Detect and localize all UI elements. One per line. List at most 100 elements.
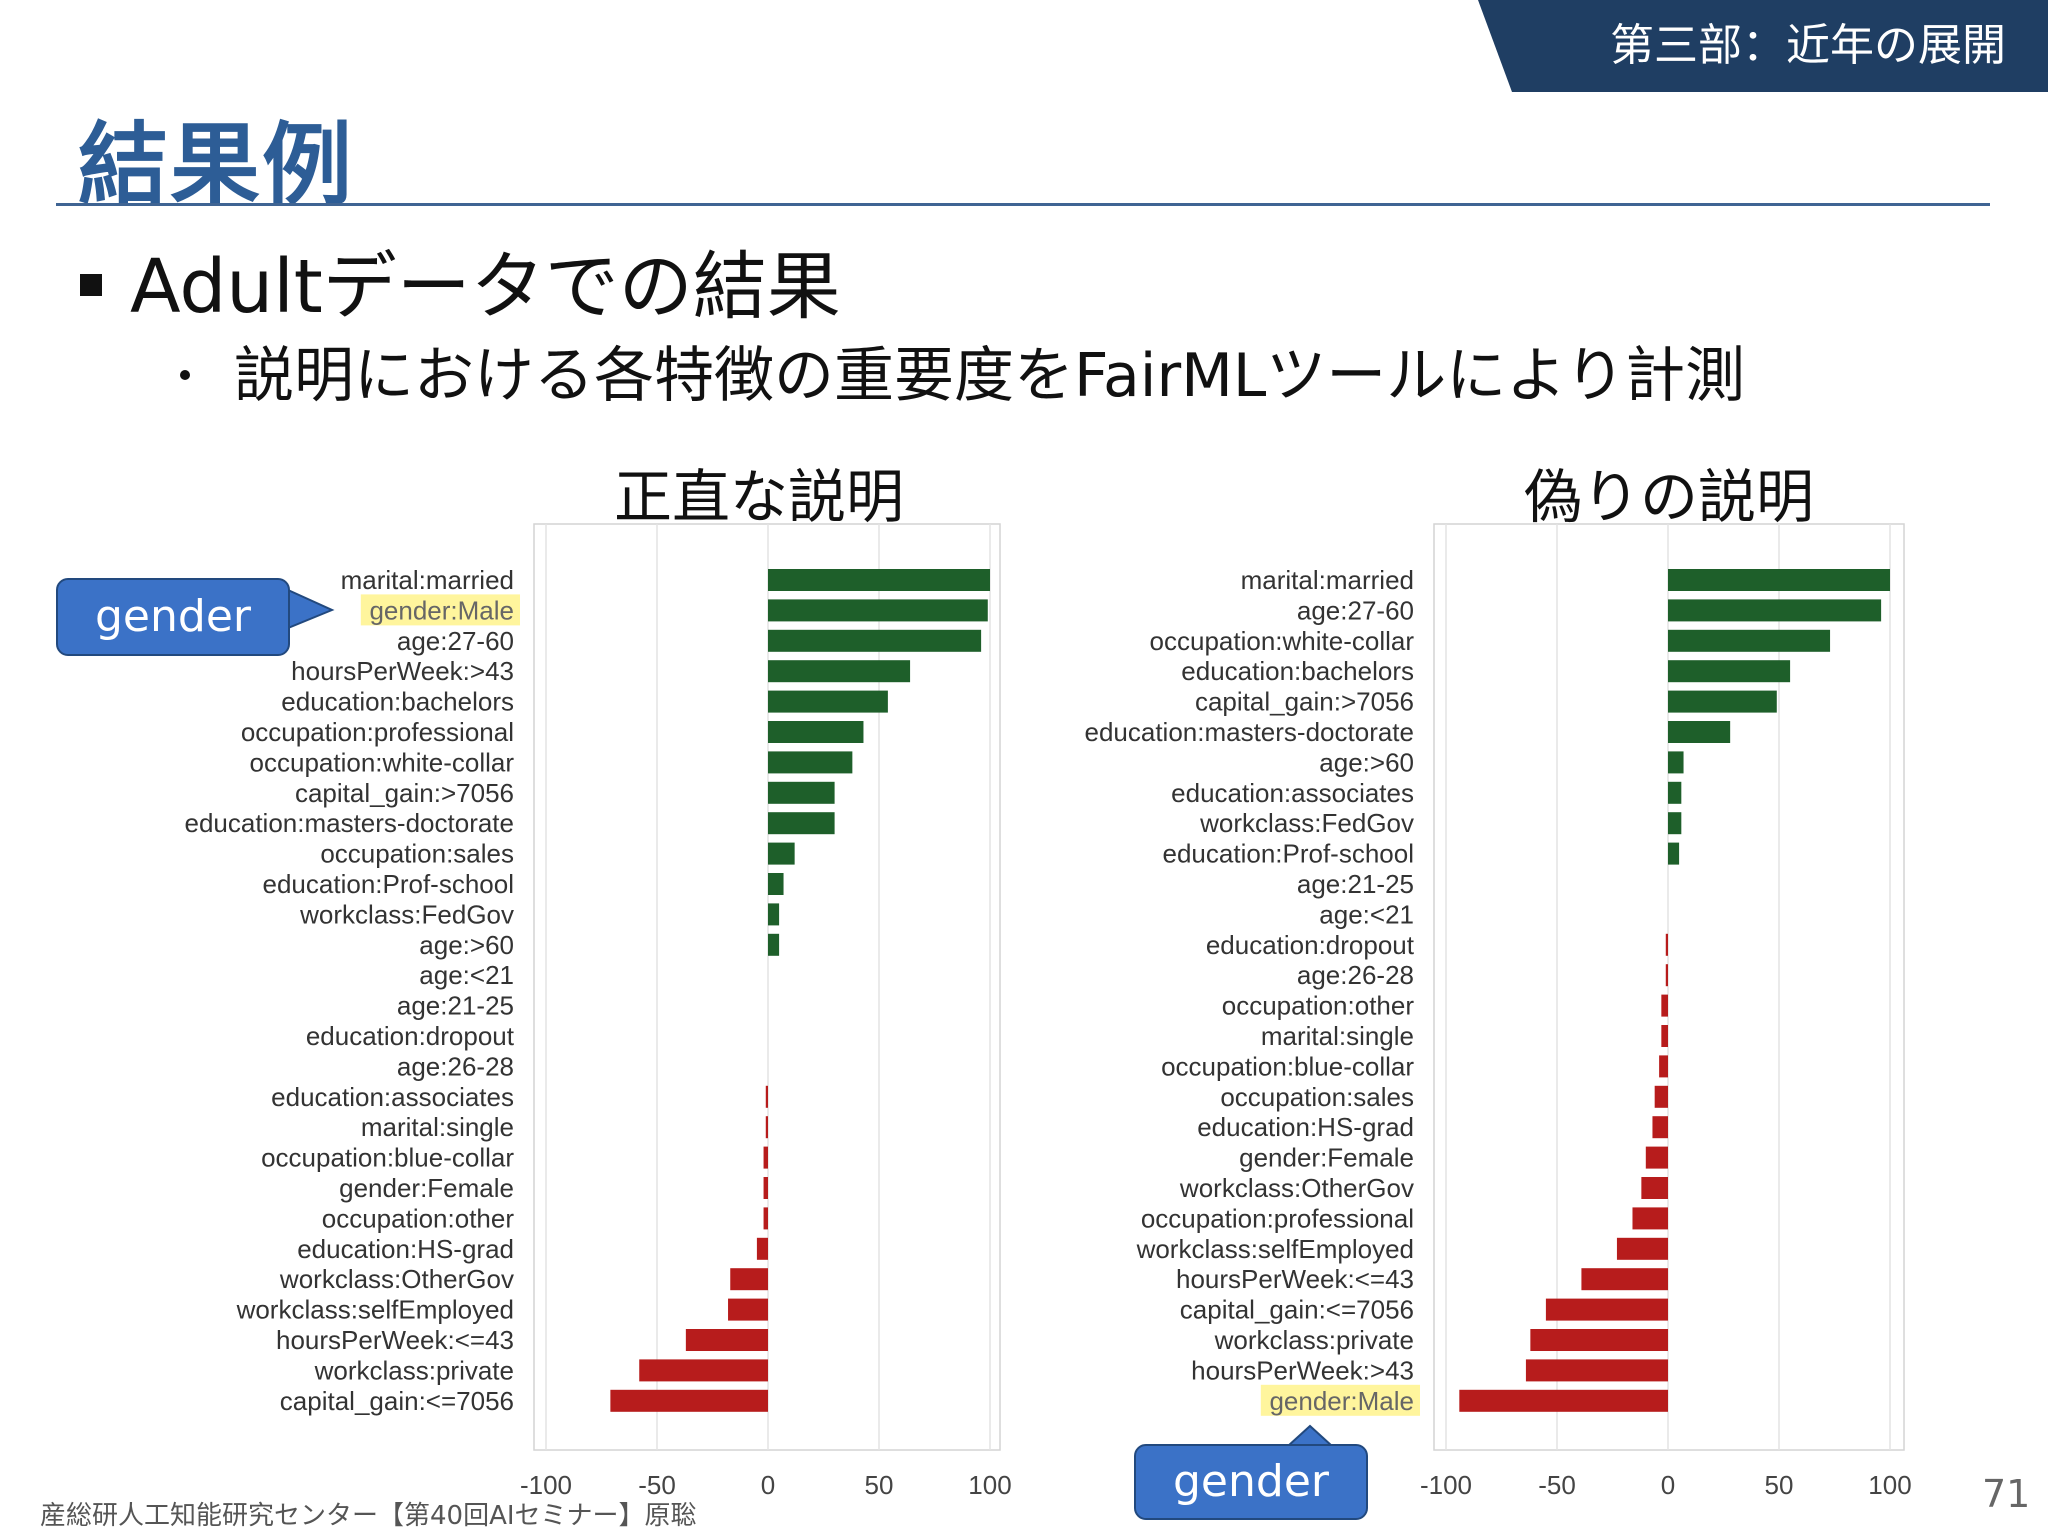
category-label: age:27-60 — [397, 626, 514, 656]
category-label: hoursPerWeek:<=43 — [1176, 1264, 1414, 1294]
category-label: workclass:private — [314, 1355, 514, 1385]
bar-chart-honest: -100 -50 0 50 100marital:marriedgender:Malea… — [184, 523, 1012, 1500]
dot-bullet-icon — [180, 370, 190, 381]
category-label: age:26-28 — [1297, 960, 1414, 990]
category-label: education:HS-grad — [1197, 1112, 1414, 1142]
chart-title-honest: 正直な説明 — [614, 463, 905, 531]
bar — [768, 903, 780, 926]
category-label: age:21-25 — [397, 991, 514, 1021]
category-label: workclass:OtherGov — [1179, 1173, 1414, 1203]
bar — [768, 569, 990, 591]
category-label: occupation:white-collar — [1150, 626, 1415, 656]
bar — [768, 599, 988, 622]
category-label: gender:Male — [369, 595, 514, 625]
category-label: workclass:OtherGov — [279, 1264, 514, 1294]
category-label: education:masters-doctorate — [1084, 717, 1414, 747]
category-label: hoursPerWeek:>43 — [1191, 1355, 1414, 1385]
category-label: marital:single — [1261, 1021, 1414, 1051]
category-label: education:associates — [1171, 778, 1414, 808]
category-label: age:<21 — [1319, 899, 1414, 929]
square-bullet-icon — [80, 274, 102, 297]
bar — [1659, 1055, 1668, 1078]
bar-chart-fake: -100 -50 0 50 100marital:marriedage:27-60occ… — [1084, 523, 1912, 1500]
category-label: gender:Female — [1239, 1143, 1414, 1173]
x-tick-label: -50 — [1538, 1470, 1576, 1500]
category-label: education:associates — [271, 1082, 514, 1112]
bar — [768, 842, 795, 865]
category-label: age:21-25 — [1297, 869, 1414, 899]
footer-credit: 産総研人工知能研究センター【第40回AIセミナー】原聡 — [40, 1501, 697, 1531]
category-label: occupation:sales — [1220, 1082, 1414, 1112]
category-label: hoursPerWeek:>43 — [291, 656, 514, 686]
x-tick-label: -100 — [1420, 1470, 1472, 1500]
bar — [730, 1268, 768, 1291]
bar — [1668, 569, 1890, 591]
category-label: occupation:other — [1222, 991, 1415, 1021]
category-label: marital:married — [341, 565, 514, 595]
category-label: marital:single — [361, 1112, 514, 1142]
bar — [1525, 1359, 1668, 1382]
category-label: education:bachelors — [1181, 656, 1414, 686]
category-label: age:26-28 — [397, 1051, 514, 1081]
category-label: age:27-60 — [1297, 595, 1414, 625]
bar — [1665, 933, 1668, 956]
callout-right-pointer — [1285, 1424, 1335, 1447]
category-label: occupation:blue-collar — [1161, 1051, 1414, 1081]
callout-left-pointer — [287, 588, 335, 630]
category-label: gender:Male — [1269, 1386, 1414, 1416]
bar — [639, 1359, 768, 1382]
bar — [1459, 1389, 1668, 1412]
x-tick-label: 0 — [761, 1470, 775, 1500]
category-label: capital_gain:<=7056 — [280, 1386, 514, 1416]
category-label: capital_gain:>7056 — [295, 778, 514, 808]
bar — [1661, 994, 1668, 1017]
bar — [1652, 1116, 1668, 1139]
callout-right-gender: gender — [1134, 1444, 1368, 1520]
bar — [763, 1146, 768, 1169]
bar — [768, 751, 853, 774]
x-tick-label: 0 — [1661, 1470, 1675, 1500]
category-label: age:>60 — [419, 930, 514, 960]
bar — [1668, 781, 1682, 804]
bar — [728, 1298, 768, 1321]
bar — [610, 1389, 768, 1412]
category-label: workclass:selfEmployed — [1136, 1234, 1414, 1264]
title-divider — [56, 203, 1990, 206]
bar — [765, 1085, 768, 1108]
bar — [1668, 842, 1680, 865]
category-label: occupation:blue-collar — [261, 1143, 514, 1173]
bar — [1654, 1085, 1668, 1108]
bar — [1641, 1177, 1668, 1199]
bullet-level2: 説明における各特徴の重要度をFairMLツールにより計測 — [180, 335, 1745, 417]
category-label: occupation:professional — [241, 717, 514, 747]
category-label: education:HS-grad — [297, 1234, 514, 1264]
bar — [1668, 721, 1731, 743]
bar — [765, 1116, 768, 1139]
bar — [1668, 660, 1791, 683]
bar — [1668, 812, 1682, 835]
category-label: occupation:other — [322, 1203, 515, 1233]
bar — [1665, 964, 1668, 987]
bullet-level1: Adultデータでの結果 — [80, 242, 841, 332]
category-label: education:Prof-school — [1163, 839, 1414, 869]
category-label: education:dropout — [1206, 930, 1415, 960]
x-tick-label: 50 — [865, 1470, 894, 1500]
bar — [763, 1177, 768, 1199]
x-tick-label: -100 — [520, 1470, 572, 1500]
plot-frame — [533, 523, 1001, 1451]
bar — [768, 812, 835, 835]
x-tick-label: 50 — [1765, 1470, 1794, 1500]
category-label: marital:married — [1241, 565, 1414, 595]
category-label: education:dropout — [306, 1021, 515, 1051]
bullet-level1-text: Adultデータでの結果 — [130, 244, 841, 330]
category-label: occupation:sales — [320, 839, 514, 869]
category-label: education:bachelors — [281, 687, 514, 717]
category-label: workclass:FedGov — [1199, 808, 1414, 838]
category-label: workclass:FedGov — [299, 899, 514, 929]
bar — [685, 1329, 768, 1351]
bar — [756, 1237, 768, 1260]
bar — [763, 1207, 768, 1230]
label-highlight — [1260, 1384, 1420, 1416]
bar — [1661, 1025, 1668, 1047]
